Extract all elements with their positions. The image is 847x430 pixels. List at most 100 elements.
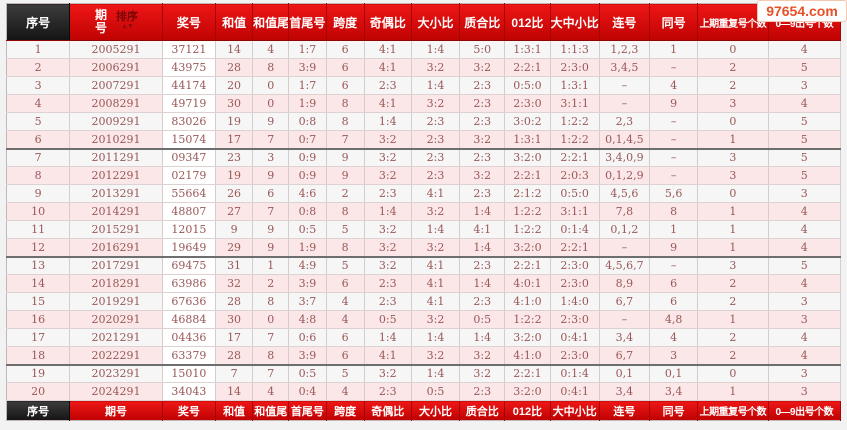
cell-route-012-ratio: 3:2:0 [504, 328, 551, 347]
cell-big-mid-small-ratio: 2:3:0 [550, 274, 600, 293]
cell-period: 2016291 [69, 238, 163, 258]
cell-same-numbers: 1 [649, 40, 699, 59]
cell-big-small-ratio: 3:2 [411, 238, 461, 258]
cell-prize-number: 49719 [162, 94, 216, 113]
cell-digit-out-count: 5 [768, 166, 842, 185]
cell-same-numbers: 6 [649, 274, 699, 293]
cell-prime-composite-ratio: 1:4 [459, 238, 506, 258]
cell-seq: 20 [6, 382, 71, 401]
table-row: 11 2015291 12015 9 9 0:5 5 3:2 1:4 4:1 1:2:2 0:1:4 0… [6, 220, 842, 239]
cell-big-mid-small-ratio: 1:3:1 [550, 76, 600, 95]
cell-prime-composite-ratio: 2:3 [459, 94, 506, 113]
cell-prev-repeat-count: 0 [697, 40, 769, 59]
cell-route-012-ratio: 2:2:1 [504, 166, 551, 185]
cell-span: 6 [326, 76, 365, 95]
footer-header-odd-even-ratio: 奇偶比 [364, 400, 412, 421]
cell-first-last: 3:9 [288, 346, 327, 366]
cell-big-small-ratio: 4:1 [411, 292, 461, 311]
cell-first-last: 0:8 [288, 112, 327, 131]
sort-button-label: 排序 [116, 11, 139, 23]
cell-big-small-ratio: 2:3 [411, 112, 461, 131]
cell-prev-repeat-count: 1 [697, 220, 769, 239]
footer-header-seq: 序号 [6, 400, 71, 421]
cell-seq: 1 [6, 40, 71, 59]
lottery-stats-table: 序号 期号 排序 ▲▼ 奖号 和值 和值尾 首尾号 跨度 奇偶比 大小比 质合比 012比 大中小比 连号同… [6, 3, 842, 421]
cell-seq: 13 [6, 256, 71, 275]
table-row: 18 2022291 63379 28 8 3:9 6 4:1 3:2 3:2 4:1:0 2:3:0… [6, 346, 842, 366]
cell-first-last: 4:9 [288, 256, 327, 275]
cell-sum: 17 [215, 130, 254, 150]
cell-digit-out-count: 3 [768, 364, 842, 383]
cell-sum: 30 [215, 310, 254, 329]
cell-sum: 17 [215, 328, 254, 347]
footer-header-span: 跨度 [326, 400, 365, 421]
cell-route-012-ratio: 1:2:2 [504, 220, 551, 239]
cell-same-numbers: 5,6 [649, 184, 699, 203]
table-row: 12 2016291 19649 29 9 1:9 8 3:2 3:2 1:4 3:2:0 2:2:1… [6, 238, 842, 258]
footer-header-prev-repeat-count: 上期重复号个数 [697, 400, 769, 421]
cell-span: 4 [326, 310, 365, 329]
cell-consecutive-numbers: 3,4 [599, 382, 650, 401]
cell-seq: 4 [6, 94, 71, 113]
cell-period: 2007291 [69, 76, 163, 95]
cell-period: 2005291 [69, 40, 163, 59]
cell-sum-tail: 7 [252, 202, 290, 221]
cell-seq: 17 [6, 328, 71, 347]
cell-prize-number: 15074 [162, 130, 216, 150]
cell-digit-out-count: 4 [768, 220, 842, 239]
cell-odd-even-ratio: 3:2 [364, 148, 412, 167]
cell-prize-number: 09347 [162, 148, 216, 167]
cell-sum-tail: 0 [252, 310, 290, 329]
footer-header-consecutive-numbers: 连号 [599, 400, 650, 421]
column-header-sum-tail: 和值尾 [252, 3, 290, 41]
cell-same-numbers: 4 [649, 328, 699, 347]
cell-big-mid-small-ratio: 2:2:1 [550, 148, 600, 167]
cell-sum-tail: 9 [252, 166, 290, 185]
table-row: 16 2020291 46884 30 0 4:8 4 0:5 3:2 0:5 1:2:2 2:3:0… [6, 310, 842, 329]
cell-digit-out-count: 4 [768, 202, 842, 221]
cell-prize-number: 43975 [162, 58, 216, 77]
cell-prev-repeat-count: 2 [697, 328, 769, 347]
cell-first-last: 1:9 [288, 238, 327, 258]
cell-period: 2015291 [69, 220, 163, 239]
cell-consecutive-numbers: – [599, 310, 650, 329]
cell-first-last: 0:7 [288, 130, 327, 150]
cell-seq: 2 [6, 58, 71, 77]
cell-prize-number: 63379 [162, 346, 216, 366]
footer-header-sum-tail: 和值尾 [252, 400, 290, 421]
cell-same-numbers: 8 [649, 202, 699, 221]
cell-span: 6 [326, 40, 365, 59]
cell-prime-composite-ratio: 2:3 [459, 256, 506, 275]
cell-sum: 30 [215, 94, 254, 113]
cell-big-mid-small-ratio: 1:4:0 [550, 292, 600, 311]
cell-odd-even-ratio: 4:1 [364, 58, 412, 77]
cell-prev-repeat-count: 3 [697, 166, 769, 185]
cell-odd-even-ratio: 2:3 [364, 76, 412, 95]
cell-prime-composite-ratio: 2:3 [459, 292, 506, 311]
cell-seq: 5 [6, 112, 71, 131]
cell-prime-composite-ratio: 3:2 [459, 346, 506, 366]
cell-sum-tail: 9 [252, 112, 290, 131]
footer-header-same-numbers: 同号 [649, 400, 699, 421]
cell-digit-out-count: 4 [768, 94, 842, 113]
cell-prize-number: 69475 [162, 256, 216, 275]
cell-odd-even-ratio: 4:1 [364, 346, 412, 366]
cell-same-numbers: – [649, 256, 699, 275]
cell-sum: 7 [215, 364, 254, 383]
cell-span: 5 [326, 256, 365, 275]
cell-sum-tail: 8 [252, 292, 290, 311]
cell-odd-even-ratio: 1:4 [364, 328, 412, 347]
cell-consecutive-numbers: 6,7 [599, 292, 650, 311]
cell-sum: 28 [215, 58, 254, 77]
lottery-trend-page: 序号 期号 排序 ▲▼ 奖号 和值 和值尾 首尾号 跨度 奇偶比 大小比 质合比 012比 大中小比 连号同… [6, 3, 842, 421]
cell-prev-repeat-count: 1 [697, 130, 769, 150]
cell-odd-even-ratio: 1:4 [364, 112, 412, 131]
cell-first-last: 0:6 [288, 328, 327, 347]
sort-button[interactable]: 排序 ▲▼ [116, 12, 138, 32]
column-header-prime-composite-ratio: 质合比 [459, 3, 506, 41]
cell-big-mid-small-ratio: 0:4:1 [550, 382, 600, 401]
cell-prev-repeat-count: 2 [697, 58, 769, 77]
cell-prime-composite-ratio: 2:3 [459, 76, 506, 95]
cell-digit-out-count: 4 [768, 328, 842, 347]
cell-prize-number: 55664 [162, 184, 216, 203]
